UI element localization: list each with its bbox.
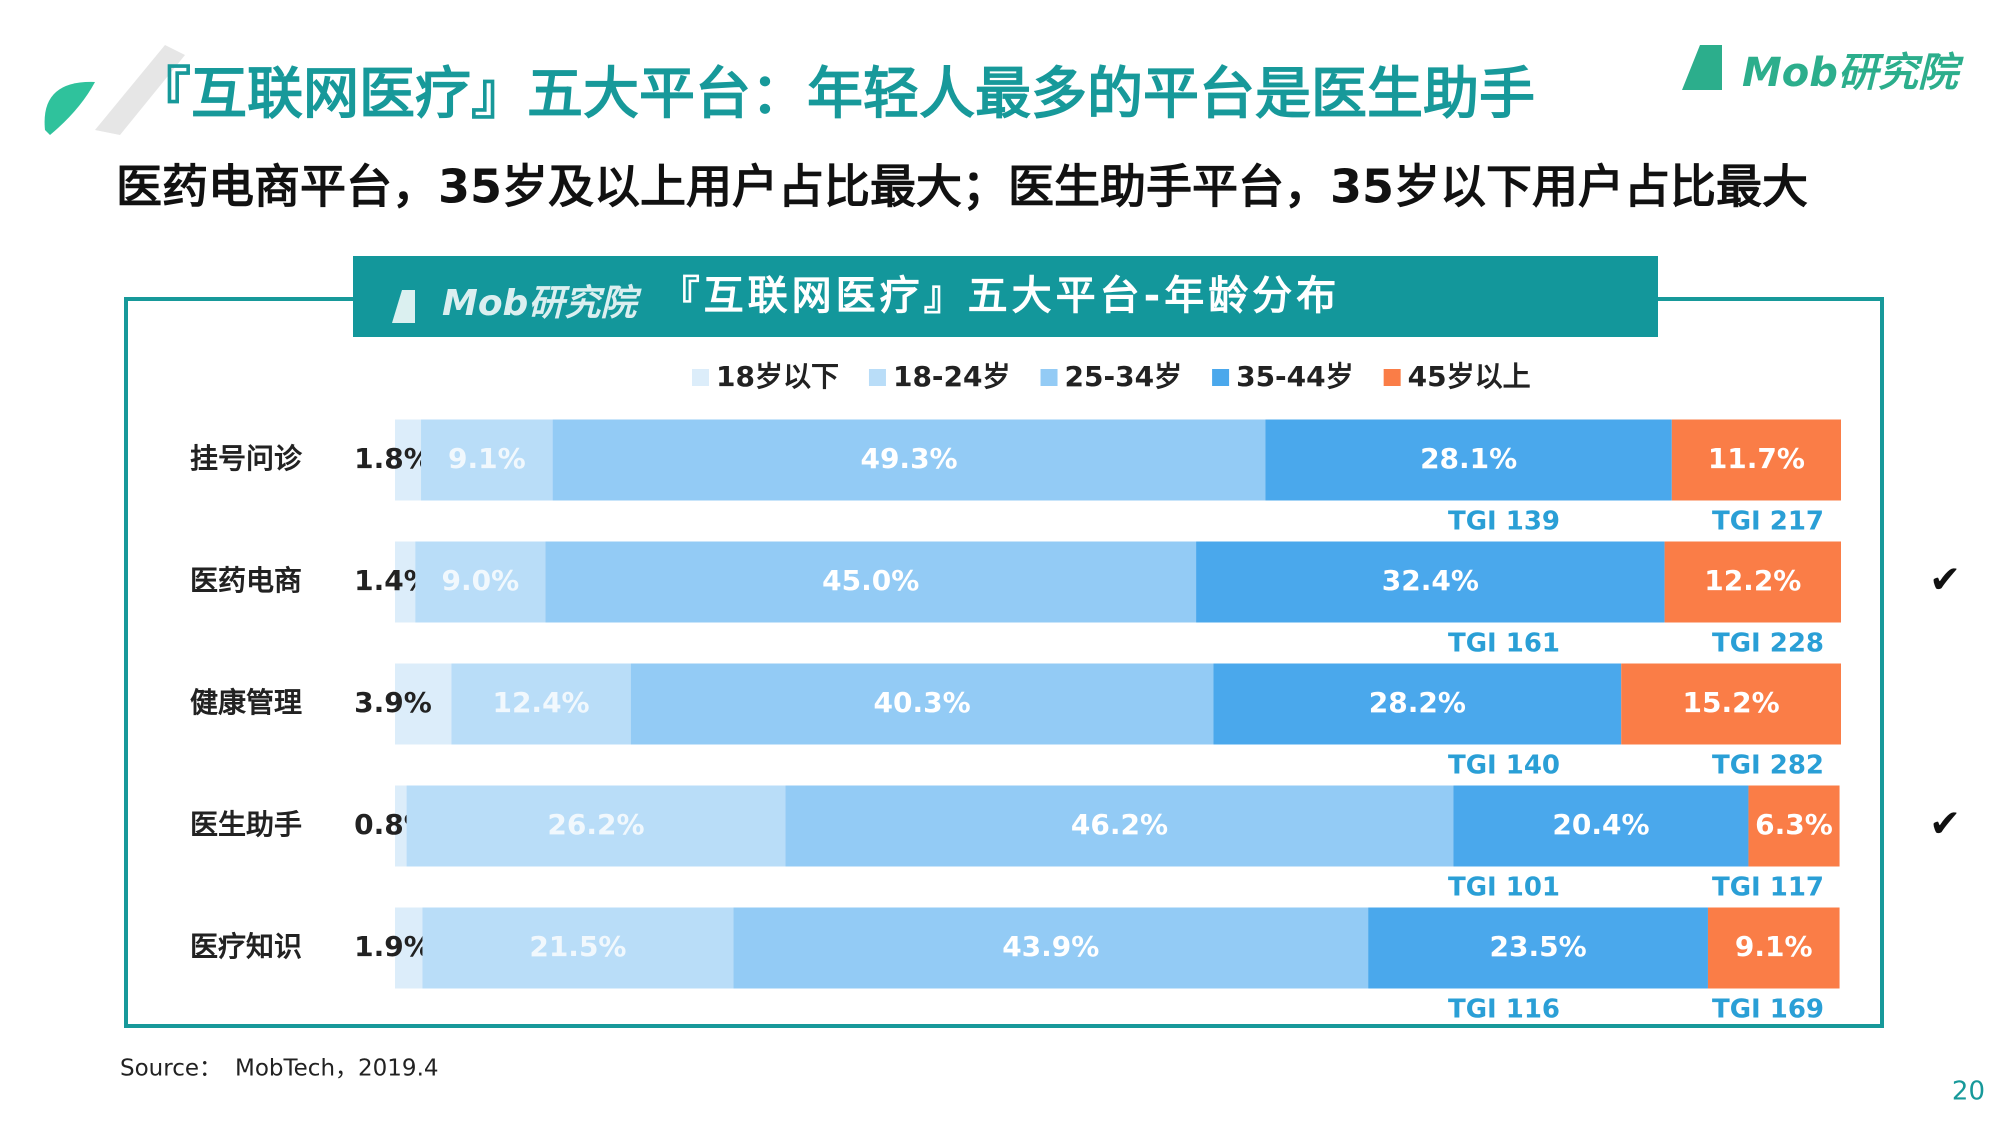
bar-segment [1748, 785, 1840, 867]
tgi-label: TGI 169 [1712, 995, 1824, 1025]
legend-swatch [1212, 369, 1230, 386]
legend-label: 45岁以上 [1408, 360, 1531, 393]
value-label: 26.2% [547, 808, 644, 841]
chart-title: 『互联网医疗』五大平台-年龄分布 [660, 273, 1341, 319]
value-label: 49.3% [860, 442, 957, 475]
bar-segment [1265, 419, 1672, 501]
bar-segment [545, 541, 1197, 623]
bar-segment [451, 663, 631, 745]
row-check: ✔ [1929, 802, 1961, 846]
source-label: Source： [120, 1056, 222, 1082]
bar-segment [395, 785, 407, 867]
value-label: 12.2% [1704, 564, 1801, 597]
tgi-label: TGI 161 [1448, 629, 1560, 659]
bar-segment [1707, 907, 1840, 989]
tgi-label: TGI 140 [1448, 751, 1560, 781]
bar-segment [406, 785, 786, 867]
legend-swatch [868, 369, 886, 386]
value-label: 23.5% [1489, 930, 1586, 963]
value-label: 32.4% [1382, 564, 1479, 597]
legend-swatch [692, 369, 709, 386]
tgi-label: TGI 101 [1448, 873, 1560, 903]
bar-segment [552, 419, 1266, 501]
chart-header [353, 256, 1658, 337]
bar-segment [1368, 907, 1708, 989]
value-label: 15.2% [1683, 686, 1780, 719]
legend-label: 18-24岁 [893, 360, 1011, 393]
bar-segment [395, 419, 422, 501]
value-label: 20.4% [1552, 808, 1649, 841]
value-label: 9.0% [441, 564, 519, 597]
tgi-label: TGI 117 [1712, 873, 1824, 903]
tgi-label: TGI 282 [1712, 751, 1824, 781]
bar-segment [421, 419, 553, 501]
value-label: 43.9% [1002, 930, 1099, 963]
value-label: 3.9% [354, 686, 432, 719]
value-label: 1.8% [354, 442, 432, 475]
value-label: 28.1% [1420, 442, 1517, 475]
bar-segment [1196, 541, 1665, 623]
tgi-label: TGI 217 [1712, 507, 1824, 537]
bar-segment [1621, 663, 1841, 745]
tgi-label: TGI 139 [1448, 507, 1560, 537]
bar-segment [422, 907, 734, 989]
value-label: 40.3% [873, 686, 970, 719]
category-label: 医药电商 [190, 564, 302, 597]
bar-segment [1664, 541, 1841, 623]
category-label: 医疗知识 [190, 930, 302, 963]
bar-segment [415, 541, 546, 623]
legend-label: 35-44岁 [1236, 360, 1354, 393]
bar-segment [785, 785, 1454, 867]
category-label: 医生助手 [190, 808, 302, 841]
header-logo-text: Mob研究院 [442, 283, 642, 324]
bar-segment [1671, 419, 1841, 501]
value-label: 28.2% [1369, 686, 1466, 719]
value-label: 11.7% [1708, 442, 1805, 475]
value-label: 46.2% [1071, 808, 1168, 841]
value-label: 9.1% [1735, 930, 1813, 963]
bar-segment [395, 907, 423, 989]
value-label: 45.0% [822, 564, 919, 597]
bar-segment [395, 663, 452, 745]
logo-stroke [95, 45, 185, 135]
bar-segment [395, 541, 416, 623]
slide-title: 『互联网医疗』五大平台：年轻人最多的平台是医生助手 [135, 62, 1535, 127]
legend-label: 25-34岁 [1065, 360, 1183, 393]
legend-label: 18岁以下 [716, 360, 839, 393]
value-label: 21.5% [529, 930, 626, 963]
header-logo-icon [392, 290, 415, 323]
category-label: 挂号问诊 [190, 442, 303, 475]
bar-segment [1453, 785, 1749, 867]
value-label: 12.4% [492, 686, 589, 719]
source-text: MobTech，2019.4 [235, 1056, 439, 1082]
bar-segment [630, 663, 1214, 745]
legend-swatch [1040, 369, 1058, 386]
legend-swatch [1383, 369, 1401, 386]
page-number: 20 [1952, 1077, 1985, 1107]
category-label: 健康管理 [190, 686, 302, 719]
bar-segment [733, 907, 1369, 989]
row-check: ✔ [1929, 558, 1961, 602]
tgi-label: TGI 116 [1448, 995, 1560, 1025]
logo-icon [1682, 45, 1722, 90]
value-label: 6.3% [1755, 808, 1833, 841]
value-label: 9.1% [448, 442, 526, 475]
bar-segment [1213, 663, 1622, 745]
value-label: 1.9% [354, 930, 432, 963]
slide-subtitle: 医药电商平台，35岁及以上用户占比最大；医生助手平台，35岁以下用户占比最大 [116, 160, 1808, 214]
logo-leaf [44, 81, 95, 135]
logo-text: Mob研究院 [1742, 50, 1964, 96]
tgi-label: TGI 228 [1712, 629, 1824, 659]
